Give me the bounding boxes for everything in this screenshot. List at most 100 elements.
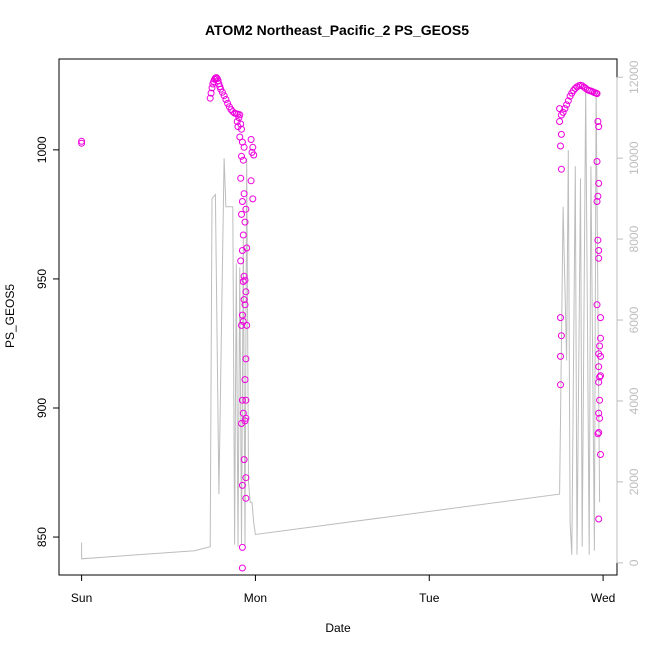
data-point (595, 254, 603, 262)
data-point (78, 139, 86, 147)
data-point (595, 123, 603, 131)
data-point (240, 190, 248, 198)
data-point (207, 89, 215, 97)
left-tick-label: 1000 (35, 136, 49, 163)
data-point (595, 409, 603, 417)
data-point (238, 210, 245, 218)
x-axis-label: Date (325, 621, 351, 635)
data-point (595, 363, 603, 371)
data-point (249, 143, 257, 151)
data-point (239, 231, 247, 239)
data-point (573, 83, 581, 91)
data-point (235, 114, 243, 122)
data-point (238, 481, 246, 489)
data-point (240, 143, 248, 151)
left-tick-label: 900 (35, 398, 49, 418)
data-point (220, 92, 228, 100)
data-point (557, 352, 564, 360)
data-point (242, 474, 250, 482)
data-point (557, 142, 564, 150)
data-point (241, 376, 249, 384)
data-point (557, 130, 565, 138)
data-point (595, 378, 603, 386)
data-point (556, 118, 564, 125)
data-point (227, 106, 235, 114)
data-point (247, 136, 255, 143)
data-point (597, 334, 604, 342)
data-point (595, 515, 603, 523)
data-point (596, 414, 604, 422)
right-tick-label: 4000 (627, 387, 641, 414)
right-tick-label: 12000 (627, 60, 641, 94)
data-point (238, 543, 246, 551)
data-point (208, 84, 216, 92)
data-point (559, 108, 567, 116)
data-point (238, 125, 245, 133)
data-point (593, 158, 601, 165)
x-tick-label: Sun (71, 591, 92, 605)
data-point (247, 177, 255, 185)
data-point (597, 314, 604, 322)
data-point (561, 105, 569, 113)
data-point (238, 321, 245, 329)
data-point (241, 218, 249, 226)
data-point (238, 152, 245, 160)
data-point (206, 94, 214, 102)
y-axis-label: PS_GEOS5 (3, 284, 17, 348)
data-point (240, 296, 248, 304)
data-point (596, 396, 604, 404)
data-point (78, 137, 86, 145)
data-point (242, 494, 250, 502)
data-point (594, 430, 602, 438)
data-point (239, 156, 247, 164)
right-tick-label: 6000 (627, 306, 641, 333)
data-point (238, 564, 246, 572)
data-point (594, 118, 602, 125)
data-point (238, 396, 246, 404)
data-point (243, 244, 251, 252)
data-point (224, 99, 232, 107)
left-tick-label: 950 (35, 269, 49, 289)
data-point (240, 456, 248, 464)
data-point (557, 165, 565, 173)
data-point (594, 192, 602, 200)
left-y-axis: 850 900 950 1000 (35, 136, 60, 547)
data-point (563, 101, 571, 109)
x-axis: Sun Mon Tue Wed (71, 574, 615, 605)
data-point (242, 355, 250, 363)
data-point (557, 314, 564, 322)
right-tick-label: 8000 (627, 225, 641, 252)
x-tick-label: Mon (244, 591, 267, 605)
data-point (557, 332, 565, 340)
right-tick-label: 10000 (627, 141, 641, 175)
data-point (593, 90, 601, 98)
data-point (594, 236, 602, 244)
x-tick-label: Wed (591, 591, 615, 605)
data-point (242, 288, 250, 296)
data-point (237, 257, 245, 265)
altitude-series (81, 89, 601, 560)
data-point (249, 195, 257, 203)
data-point (241, 301, 249, 309)
data-point (596, 373, 604, 381)
altitude-line (81, 89, 601, 560)
pressure-series (78, 74, 604, 572)
data-point (593, 198, 601, 205)
data-point (218, 88, 226, 96)
data-point (595, 247, 603, 254)
right-y-axis: 0 2000 4000 6000 8000 10000 12000 (616, 60, 641, 566)
data-point (243, 321, 251, 329)
data-point (250, 151, 258, 159)
data-point (595, 179, 603, 187)
data-point (240, 272, 248, 280)
data-point (238, 420, 245, 427)
data-point (242, 414, 250, 422)
data-point (242, 396, 250, 404)
data-point (222, 96, 230, 103)
left-tick-label: 850 (35, 527, 49, 547)
data-point (242, 205, 250, 213)
chart-title: ATOM2 Northeast_Pacific_2 PS_GEOS5 (205, 22, 469, 38)
data-point (238, 311, 246, 319)
data-point (556, 105, 564, 113)
